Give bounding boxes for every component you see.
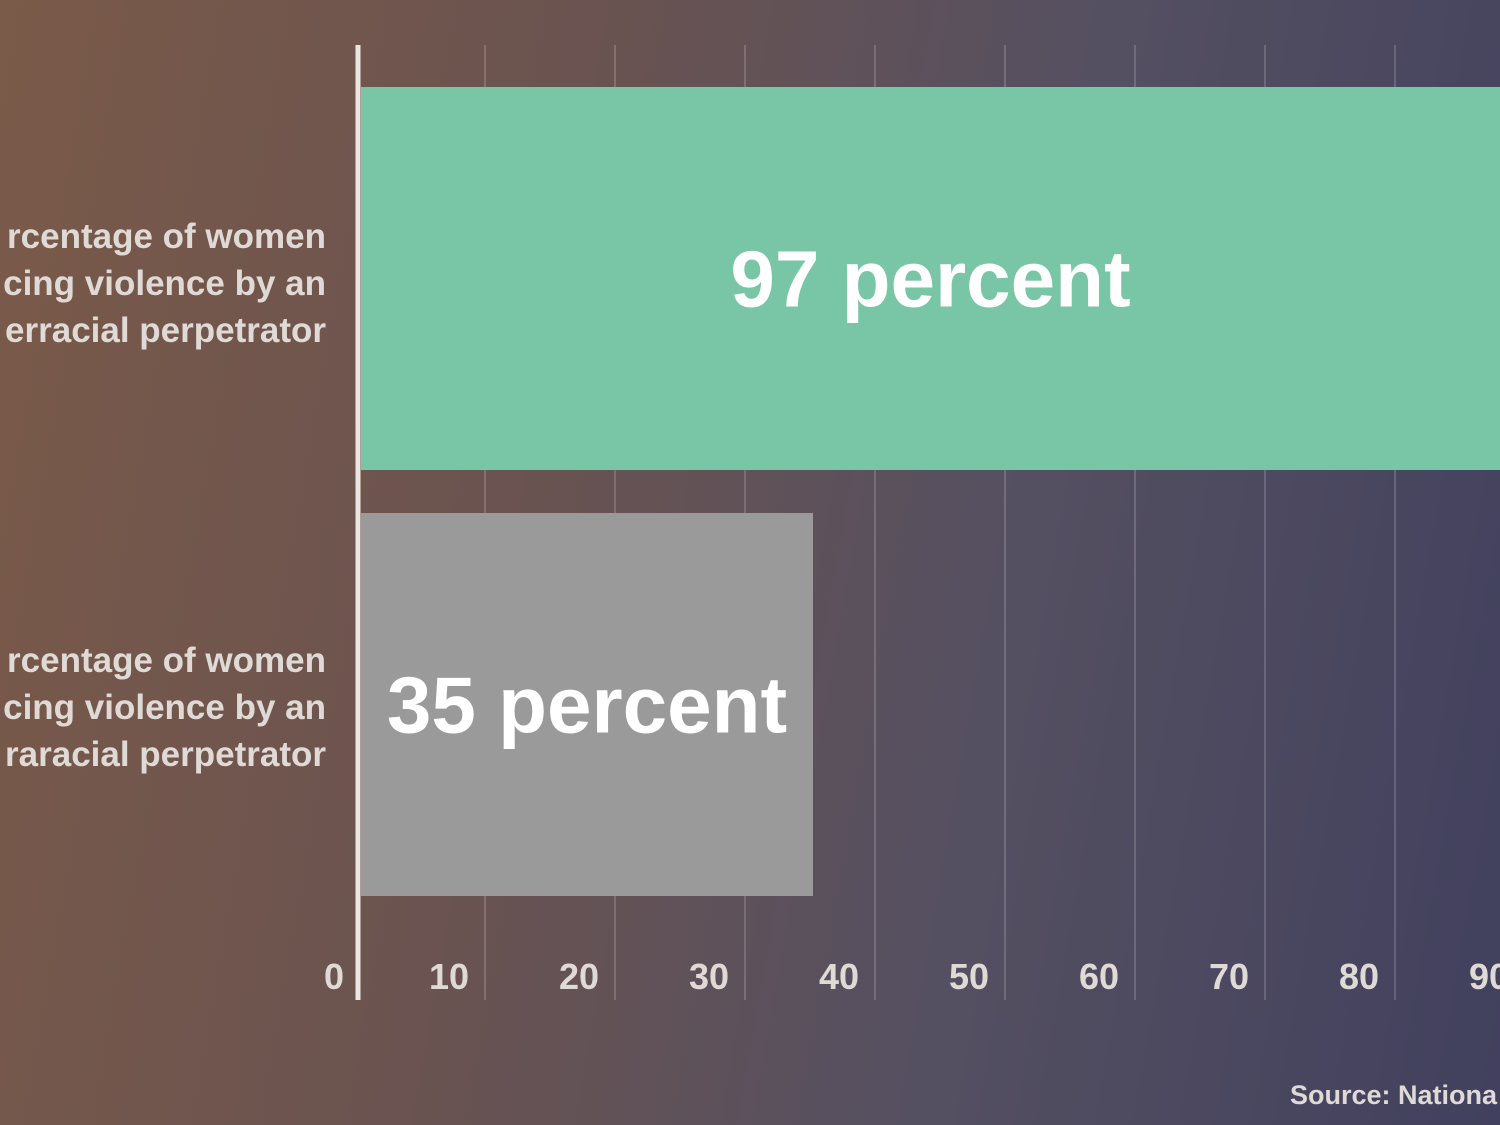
category-label-2-line-2: cing violence by an: [3, 688, 326, 727]
x-tick-label-80: 80: [1339, 956, 1379, 997]
x-axis-ticks: 0 10 20 30 40 50 60 70 80 90: [324, 956, 1500, 997]
source-note: Source: Nationa: [1290, 1080, 1498, 1110]
x-tick-label-50: 50: [949, 956, 989, 997]
category-label-2-line-3: raracial perpetrator: [5, 735, 326, 774]
bar-2: [361, 513, 813, 896]
x-tick-label-40: 40: [819, 956, 859, 997]
x-tick-label-90: 90: [1469, 956, 1500, 997]
x-tick-label-20: 20: [559, 956, 599, 997]
category-label-1-line-3: erracial perpetrator: [5, 311, 326, 350]
bars: [361, 87, 1500, 896]
bar-1: [361, 87, 1500, 470]
x-tick-label-70: 70: [1209, 956, 1249, 997]
category-label-1-line-2: cing violence by an: [3, 264, 326, 303]
category-labels: rcentage of women cing violence by an erra…: [3, 217, 326, 774]
bar-value-label-1: 97 percent: [730, 235, 1130, 324]
category-label-1-line-1: rcentage of women: [7, 217, 326, 256]
category-label-2-line-1: rcentage of women: [7, 641, 326, 680]
x-tick-label-60: 60: [1079, 956, 1119, 997]
data-labels: 97 percent 35 percent: [387, 235, 1131, 750]
x-tick-label-0: 0: [324, 956, 344, 997]
x-tick-label-30: 30: [689, 956, 729, 997]
bar-value-label-2: 35 percent: [387, 661, 787, 750]
x-tick-label-10: 10: [429, 956, 469, 997]
